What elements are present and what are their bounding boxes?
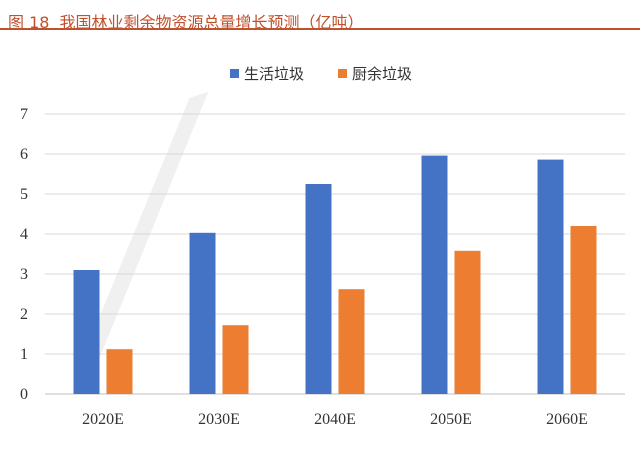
- y-tick-label: 0: [20, 386, 28, 403]
- y-axis-ticks: 0 1 2 3 4 5 6 7: [20, 106, 28, 403]
- x-tick-label: 2060E: [546, 411, 588, 428]
- legend-swatch: [230, 69, 239, 78]
- x-tick-label: 2050E: [430, 411, 472, 428]
- bar-series-1: [73, 270, 100, 394]
- figure-title: 我国林业剩余物资源总量增长预测（亿吨）: [59, 13, 364, 32]
- y-tick-label: 4: [20, 226, 28, 243]
- bars: [73, 155, 597, 394]
- bar-series-1: [189, 232, 216, 394]
- bar-series-2: [338, 289, 365, 394]
- bar-series-1: [421, 155, 448, 394]
- y-tick-label: 6: [20, 146, 28, 163]
- bar-series-2: [222, 325, 249, 394]
- y-tick-label: 7: [20, 106, 28, 123]
- legend-label: 厨余垃圾: [352, 65, 412, 83]
- bar-series-2: [454, 250, 481, 394]
- figure-title-bar: 图 18 我国林业剩余物资源总量增长预测（亿吨）: [0, 0, 640, 32]
- x-tick-label: 2030E: [198, 411, 240, 428]
- x-tick-label: 2040E: [314, 411, 356, 428]
- bar-series-2: [106, 349, 133, 394]
- legend-swatch: [338, 69, 347, 78]
- bar-series-2: [570, 226, 597, 394]
- legend: 生活垃圾 厨余垃圾: [230, 65, 412, 83]
- y-tick-label: 1: [20, 346, 28, 363]
- y-tick-label: 2: [20, 306, 28, 323]
- y-tick-label: 3: [20, 266, 28, 283]
- y-tick-label: 5: [20, 186, 28, 203]
- x-tick-label: 2020E: [82, 411, 124, 428]
- figure-number: 图 18: [8, 13, 50, 32]
- legend-label: 生活垃圾: [244, 65, 304, 83]
- x-axis-ticks: 2020E 2030E 2040E 2050E 2060E: [82, 411, 588, 428]
- bar-series-1: [305, 184, 332, 394]
- bar-chart: 0 1 2 3 4 5 6 7 2020E 2030E 2040E 2050E 2060E 生活垃圾 厨…: [20, 65, 625, 428]
- gridlines: [45, 113, 625, 395]
- bar-series-1: [537, 159, 564, 394]
